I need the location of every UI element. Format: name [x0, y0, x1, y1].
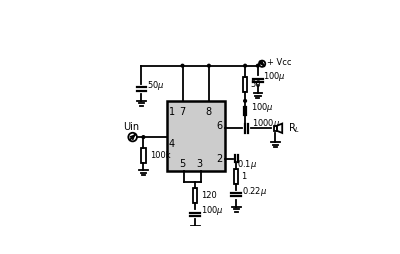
- Text: 1: 1: [169, 107, 175, 117]
- Bar: [193, 188, 197, 203]
- Circle shape: [259, 61, 265, 67]
- Polygon shape: [277, 124, 282, 133]
- Bar: [167, 101, 224, 171]
- Bar: [243, 77, 247, 92]
- Circle shape: [244, 100, 246, 102]
- Text: 100k: 100k: [150, 151, 170, 160]
- Circle shape: [244, 64, 246, 67]
- Bar: [141, 148, 146, 163]
- Text: R$_L$: R$_L$: [288, 121, 300, 135]
- Bar: [234, 169, 238, 184]
- Circle shape: [256, 64, 259, 67]
- Text: + Vcc: + Vcc: [267, 58, 291, 67]
- Text: 100$\mu$: 100$\mu$: [263, 70, 286, 83]
- Text: 0.1$\mu$: 0.1$\mu$: [237, 157, 258, 171]
- Text: 100$\mu$: 100$\mu$: [201, 204, 224, 217]
- Bar: [274, 126, 277, 131]
- Text: 1000$\mu$: 1000$\mu$: [252, 117, 280, 130]
- Text: 100$\mu$: 100$\mu$: [250, 101, 274, 114]
- Circle shape: [181, 64, 184, 67]
- Text: 120: 120: [201, 191, 216, 200]
- Text: 5: 5: [179, 160, 186, 169]
- Circle shape: [128, 133, 137, 141]
- Text: 7: 7: [179, 107, 186, 117]
- Text: 3: 3: [196, 160, 202, 169]
- Text: 8: 8: [206, 107, 212, 117]
- Text: 1: 1: [240, 172, 246, 181]
- Text: 56: 56: [250, 80, 261, 89]
- Text: 4: 4: [169, 139, 175, 149]
- Text: 6: 6: [217, 121, 223, 131]
- Text: 2: 2: [216, 154, 223, 164]
- Circle shape: [142, 136, 145, 138]
- Text: 50$\mu$: 50$\mu$: [147, 79, 164, 92]
- Text: Uin: Uin: [124, 122, 140, 132]
- Circle shape: [208, 64, 210, 67]
- Text: 0.22$\mu$: 0.22$\mu$: [242, 185, 267, 198]
